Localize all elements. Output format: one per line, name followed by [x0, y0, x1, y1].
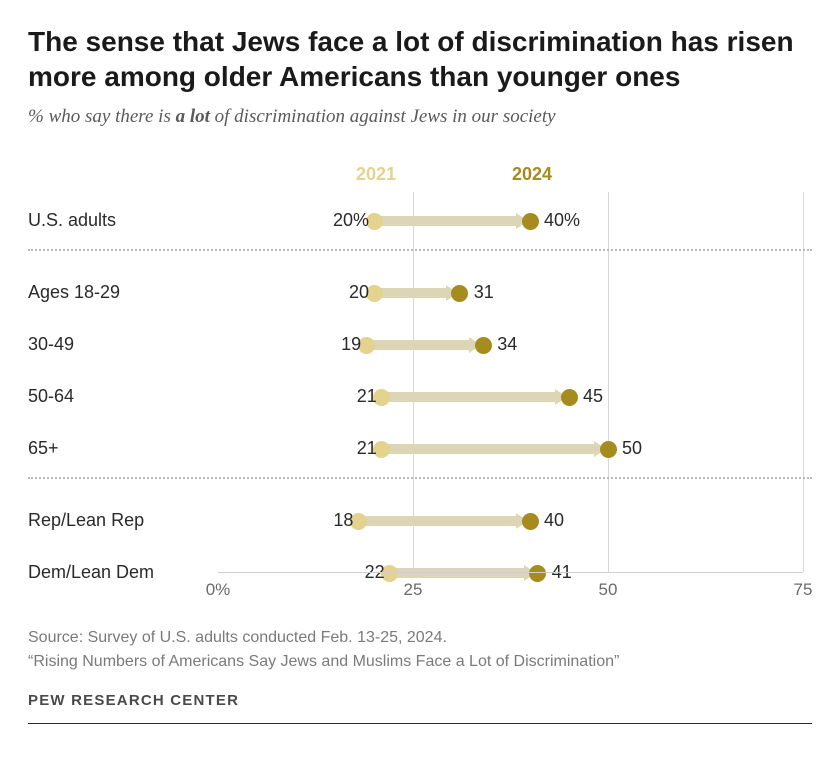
value-2021: 19 [341, 334, 361, 355]
data-row: 65+2150 [28, 426, 812, 472]
bottom-rule [28, 723, 812, 724]
legend-2024: 2024 [512, 164, 552, 185]
dumbbell: 1934 [28, 336, 812, 354]
value-2021: 21 [357, 386, 377, 407]
source-block: Source: Survey of U.S. adults conducted … [28, 626, 812, 674]
connector [358, 516, 518, 526]
source-line-2: “Rising Numbers of Americans Say Jews an… [28, 650, 812, 674]
data-row: Rep/Lean Rep1840 [28, 498, 812, 544]
connector [382, 444, 596, 454]
subtitle-pre: % who say there is [28, 106, 176, 127]
subtitle-post: of discrimination against Jews in our so… [210, 106, 556, 127]
group-divider [28, 249, 812, 251]
subtitle-em: a lot [176, 106, 210, 127]
tick-label: 50 [599, 580, 618, 600]
dumbbell: 21 50 [28, 440, 812, 458]
plot-area: U.S. adults20%40%Ages 18-29203130-491934… [28, 192, 812, 572]
chart-subtitle: % who say there is a lot of discriminati… [28, 106, 812, 128]
tick-label: 25 [404, 580, 423, 600]
dot-2024 [600, 441, 617, 458]
value-2024: 40% [544, 210, 580, 231]
dumbbell: 20% 40% [28, 212, 812, 230]
connector [382, 392, 557, 402]
data-row: 50-642145 [28, 374, 812, 420]
legend-2021: 2021 [356, 164, 396, 185]
value-2024: 34 [497, 334, 517, 355]
value-2021: 18 [333, 510, 353, 531]
dumbbell: 1840 [28, 512, 812, 530]
value-2021: 20% [333, 210, 369, 231]
connector [374, 288, 448, 298]
tick-label: 75 [794, 580, 813, 600]
group-divider [28, 477, 812, 479]
value-2021: 20 [349, 282, 369, 303]
dot-2024 [475, 337, 492, 354]
value-2024: 31 [474, 282, 494, 303]
value-2021: 21 [357, 438, 377, 459]
x-axis: 0% 25 50 75 [28, 572, 812, 604]
connector [374, 216, 518, 226]
dot-2024 [451, 285, 468, 302]
data-row: U.S. adults20%40% [28, 198, 812, 244]
dumbbell: 21 45 [28, 388, 812, 406]
connector [366, 340, 471, 350]
data-row: 30-491934 [28, 322, 812, 368]
dumbbell: 2031 [28, 284, 812, 302]
value-2024: 40 [544, 510, 564, 531]
tick-label: 0% [206, 580, 231, 600]
value-2024: 50 [622, 438, 642, 459]
dot-2024 [522, 513, 539, 530]
footer-brand: PEW RESEARCH CENTER [28, 692, 812, 709]
legend: 2021 2024 [28, 164, 812, 192]
value-2024: 45 [583, 386, 603, 407]
dot-2024 [561, 389, 578, 406]
dot-2024 [522, 213, 539, 230]
data-row: Ages 18-292031 [28, 270, 812, 316]
source-line-1: Source: Survey of U.S. adults conducted … [28, 626, 812, 650]
chart-title: The sense that Jews face a lot of discri… [28, 24, 812, 94]
dumbbell-chart: 2021 2024 U.S. adults20%40%Ages 18-29203… [28, 164, 812, 604]
axis-line [218, 572, 803, 573]
